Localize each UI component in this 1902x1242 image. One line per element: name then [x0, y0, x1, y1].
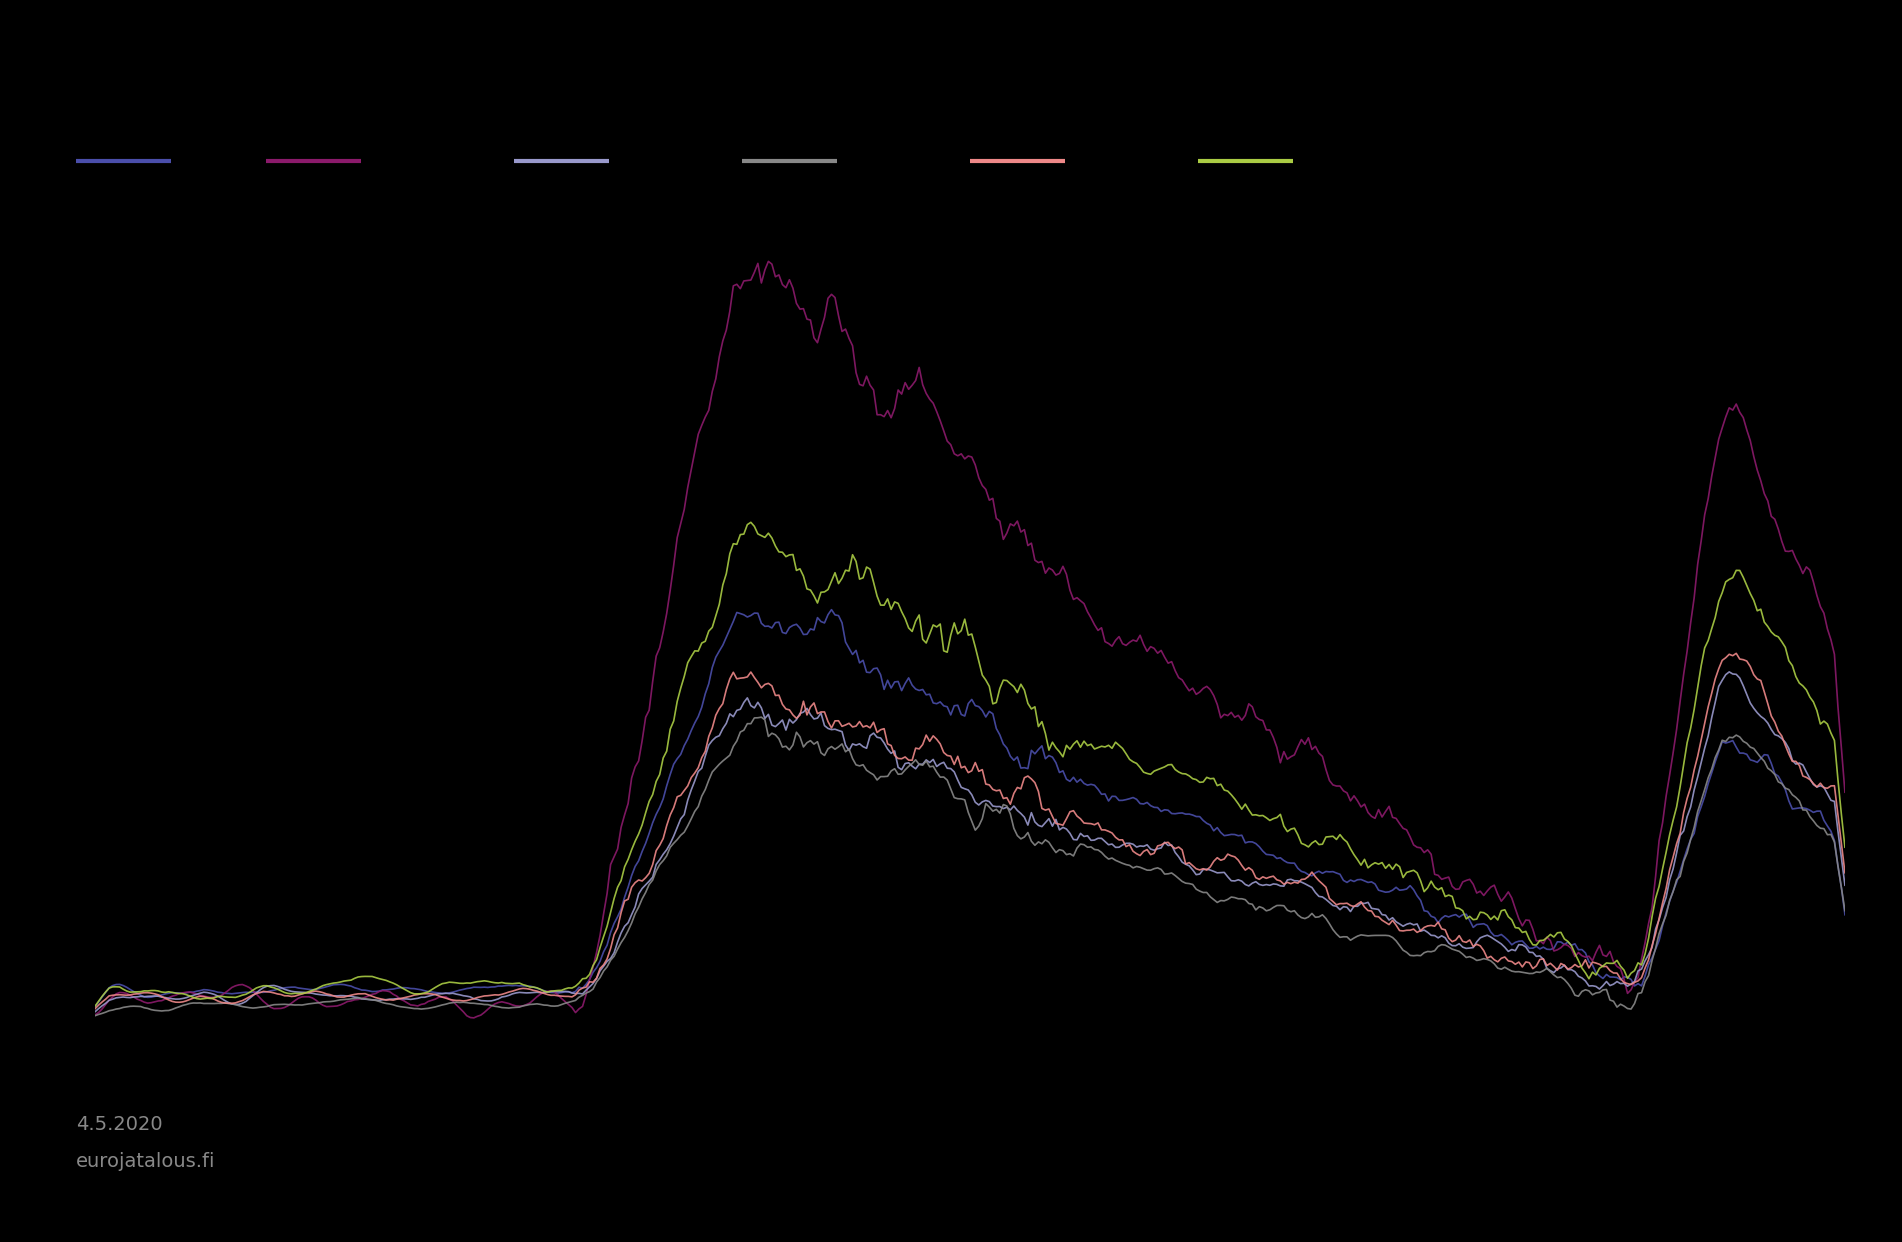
- Text: 4.5.2020: 4.5.2020: [76, 1115, 164, 1134]
- Text: eurojatalous.fi: eurojatalous.fi: [76, 1153, 215, 1171]
